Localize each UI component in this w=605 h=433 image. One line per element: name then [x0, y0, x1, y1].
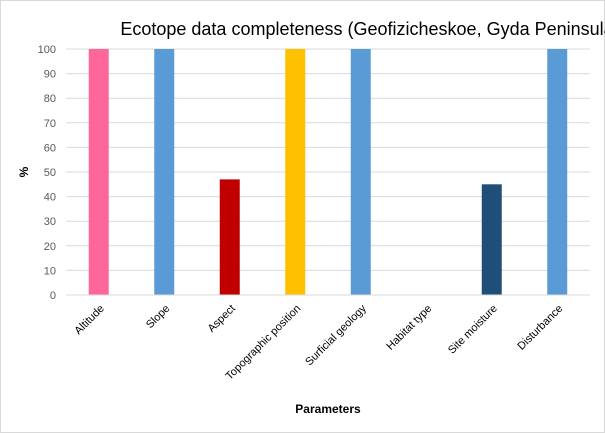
bar-aspect — [219, 179, 240, 295]
x-tick-label: Topographic position — [224, 303, 304, 383]
gridlines — [66, 48, 590, 271]
bar-altitude — [88, 49, 109, 295]
x-tick-label: Altitude — [72, 303, 106, 337]
x-tick-label: Slope — [144, 303, 172, 331]
y-tick-label: 40 — [44, 192, 56, 204]
bar-topographic-position — [285, 49, 306, 295]
x-tick-label: Aspect — [206, 303, 238, 335]
y-tick-label: 90 — [44, 69, 56, 81]
y-tick-label: 80 — [44, 93, 56, 105]
x-tick-label: Disturbance — [515, 303, 565, 353]
x-tick-label: Habitat type — [384, 303, 434, 353]
bar-slope — [154, 49, 175, 295]
y-tick-label: 20 — [44, 241, 56, 253]
chart-title: Ecotope data completeness (Geofizichesko… — [120, 19, 605, 39]
y-tick-label: 0 — [50, 290, 56, 302]
x-tick-label: Site moisture — [446, 303, 500, 357]
bar-site-moisture — [481, 184, 502, 295]
y-tick-label: 60 — [44, 142, 56, 154]
y-axis-ticks: 0 10 20 30 40 50 60 70 80 90 100 — [38, 44, 56, 302]
y-tick-label: 10 — [44, 265, 56, 277]
y-tick-label: 50 — [44, 167, 56, 179]
x-axis-label: Parameters — [295, 402, 361, 416]
x-tick-label: Surficial geology — [303, 302, 369, 368]
bars — [88, 49, 568, 295]
y-tick-label: 30 — [44, 216, 56, 228]
bar-surficial-geology — [350, 49, 371, 295]
y-tick-label: 70 — [44, 118, 56, 130]
y-axis-label: % — [17, 166, 31, 177]
bar-disturbance — [547, 49, 568, 295]
y-tick-label: 100 — [38, 44, 56, 56]
